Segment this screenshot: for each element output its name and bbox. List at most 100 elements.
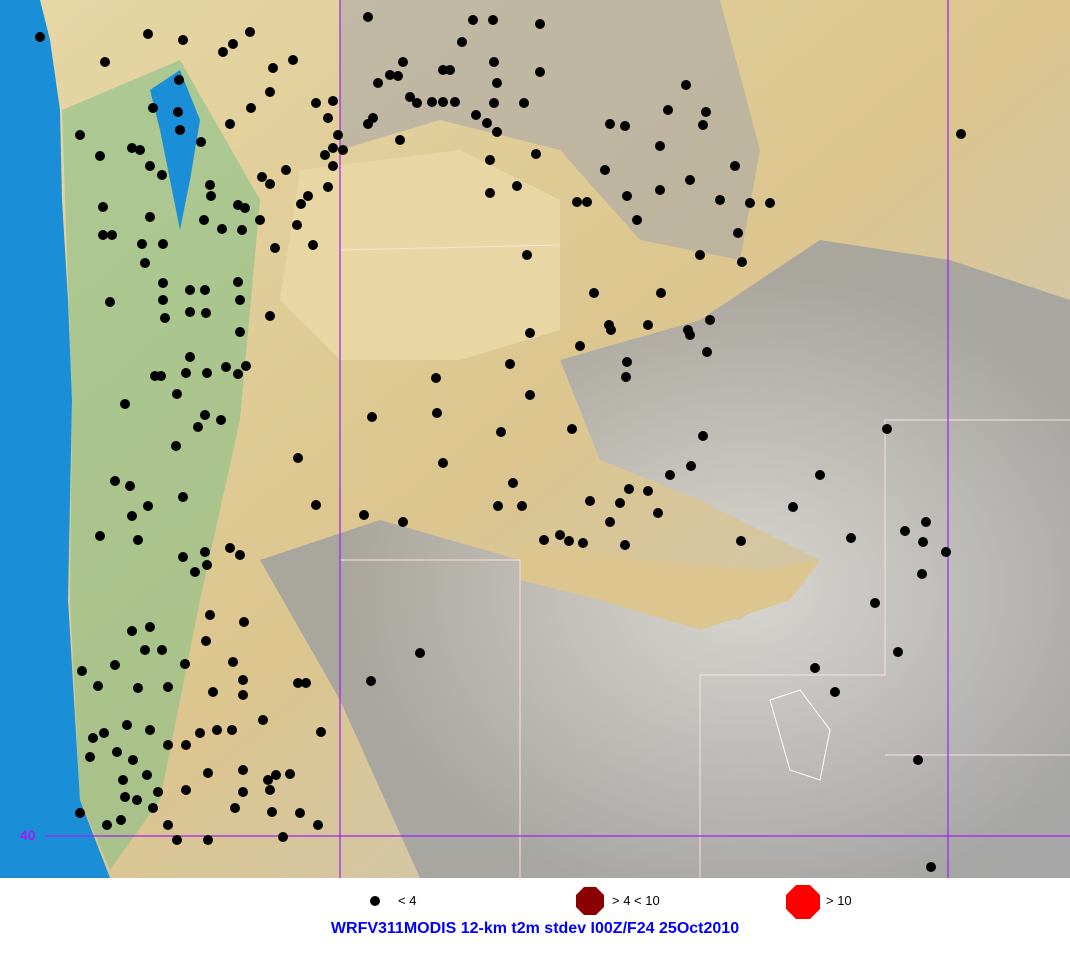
station-marker: [181, 368, 191, 378]
station-marker: [271, 770, 281, 780]
station-marker: [206, 191, 216, 201]
station-marker: [489, 57, 499, 67]
station-marker: [525, 390, 535, 400]
station-marker: [217, 224, 227, 234]
station-marker: [238, 765, 248, 775]
station-marker: [496, 427, 506, 437]
station-marker: [181, 785, 191, 795]
station-marker: [701, 107, 711, 117]
station-marker: [445, 65, 455, 75]
station-marker: [246, 103, 256, 113]
station-marker: [35, 32, 45, 42]
station-marker: [489, 98, 499, 108]
station-marker: [75, 130, 85, 140]
snake-river-plain: [520, 540, 820, 630]
station-marker: [156, 371, 166, 381]
station-marker: [77, 666, 87, 676]
station-marker: [917, 569, 927, 579]
station-marker: [492, 127, 502, 137]
station-marker: [270, 243, 280, 253]
station-marker: [233, 369, 243, 379]
station-marker: [245, 27, 255, 37]
station-marker: [685, 175, 695, 185]
station-marker: [218, 47, 228, 57]
station-marker: [85, 752, 95, 762]
station-marker: [665, 470, 675, 480]
station-marker: [105, 297, 115, 307]
station-marker: [893, 647, 903, 657]
station-marker: [133, 535, 143, 545]
station-marker: [295, 808, 305, 818]
station-marker: [715, 195, 725, 205]
station-marker: [202, 560, 212, 570]
station-marker: [201, 308, 211, 318]
station-marker: [288, 55, 298, 65]
station-marker: [815, 470, 825, 480]
station-marker: [438, 97, 448, 107]
station-marker: [125, 481, 135, 491]
station-marker: [941, 547, 951, 557]
state-boundaries: [339, 244, 1070, 878]
station-marker: [158, 278, 168, 288]
station-marker: [926, 862, 936, 872]
station-marker: [301, 678, 311, 688]
station-marker: [267, 807, 277, 817]
station-marker: [203, 768, 213, 778]
station-marker: [600, 165, 610, 175]
station-marker: [268, 63, 278, 73]
station-marker: [292, 220, 302, 230]
station-marker: [492, 78, 502, 88]
station-marker: [328, 161, 338, 171]
station-marker: [702, 347, 712, 357]
station-marker: [643, 486, 653, 496]
station-marker: [316, 727, 326, 737]
station-marker: [265, 87, 275, 97]
station-marker: [178, 35, 188, 45]
station-marker: [174, 75, 184, 85]
station-marker: [158, 295, 168, 305]
station-marker: [788, 502, 798, 512]
station-marker: [158, 239, 168, 249]
station-marker: [311, 98, 321, 108]
station-marker: [107, 230, 117, 240]
station-marker: [281, 165, 291, 175]
station-marker: [913, 755, 923, 765]
station-marker: [323, 113, 333, 123]
station-marker: [605, 119, 615, 129]
station-marker: [235, 550, 245, 560]
station-marker: [485, 155, 495, 165]
station-marker: [163, 820, 173, 830]
station-marker: [199, 215, 209, 225]
station-marker: [412, 98, 422, 108]
station-marker: [471, 110, 481, 120]
station-marker: [102, 820, 112, 830]
station-marker: [235, 327, 245, 337]
station-marker: [733, 228, 743, 238]
station-marker: [175, 125, 185, 135]
station-marker: [185, 285, 195, 295]
station-marker: [313, 820, 323, 830]
station-marker: [328, 96, 338, 106]
station-marker: [157, 170, 167, 180]
station-marker: [450, 97, 460, 107]
station-marker: [393, 71, 403, 81]
station-marker: [736, 536, 746, 546]
station-marker: [359, 510, 369, 520]
station-marker: [75, 808, 85, 818]
station-marker: [195, 728, 205, 738]
station-marker: [228, 657, 238, 667]
puget-sound: [150, 70, 200, 230]
station-marker: [555, 530, 565, 540]
station-marker: [258, 715, 268, 725]
station-marker: [285, 769, 295, 779]
station-marker: [621, 372, 631, 382]
station-marker: [493, 501, 503, 511]
station-marker: [225, 543, 235, 553]
station-marker: [870, 598, 880, 608]
station-marker: [531, 149, 541, 159]
station-marker: [705, 315, 715, 325]
station-marker: [93, 681, 103, 691]
station-marker: [296, 199, 306, 209]
station-marker: [238, 787, 248, 797]
station-marker: [405, 92, 415, 102]
